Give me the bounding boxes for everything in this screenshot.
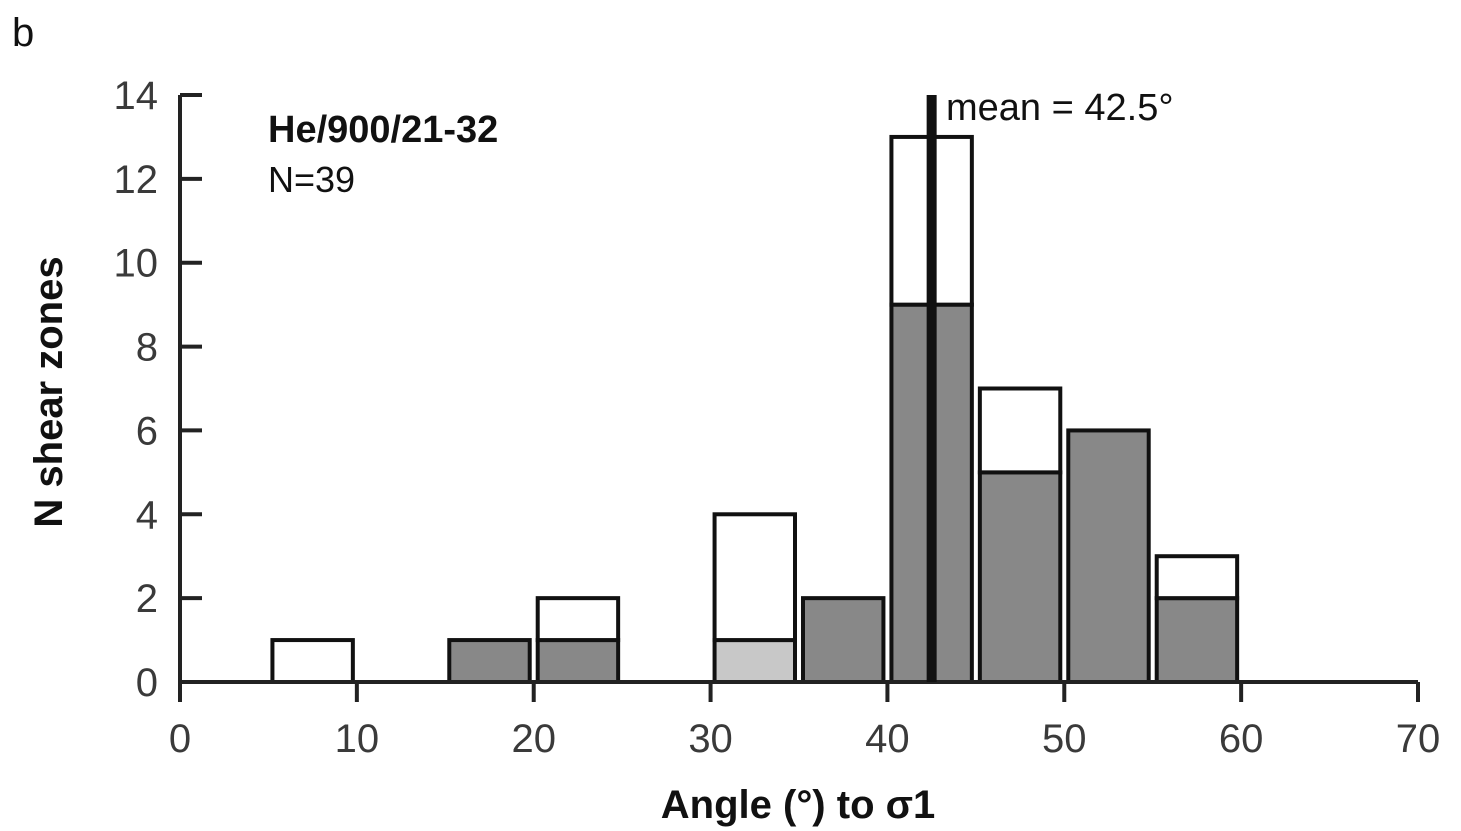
x-tick-label: 70	[1396, 717, 1441, 761]
histogram-bar-segment	[535, 596, 621, 643]
x-tick-label: 10	[335, 717, 380, 761]
histogram-bar-segment	[801, 596, 886, 685]
y-tick-label: 4	[136, 493, 158, 537]
histogram-bar-segment	[535, 638, 621, 684]
y-tick-label: 8	[136, 326, 158, 370]
x-tick-label: 20	[511, 717, 556, 761]
y-axis-ticks: 0 2 4 6 8 10 12 14	[114, 74, 202, 705]
histogram-bar-segment	[977, 470, 1063, 684]
x-tick-label: 0	[169, 717, 191, 761]
histogram-bar-segment	[1066, 428, 1151, 684]
histogram-bar-segment	[270, 638, 355, 684]
x-tick-label: 50	[1042, 717, 1087, 761]
mean-label: mean = 42.5°	[946, 87, 1174, 129]
y-tick-label: 14	[114, 74, 159, 118]
histogram-bar-segment	[1154, 554, 1240, 601]
y-tick-label: 6	[136, 409, 158, 453]
x-tick-label: 40	[865, 717, 910, 761]
y-axis-title: N shear zones	[27, 256, 71, 527]
panel-label: b	[12, 11, 34, 55]
x-tick-label: 30	[688, 717, 733, 761]
histogram-bar-segment	[1154, 596, 1240, 685]
sample-count-label: N=39	[268, 159, 355, 200]
x-axis-title: Angle (°) to σ1	[661, 783, 935, 827]
histogram-bar-segment	[447, 638, 532, 684]
histogram-bar-segment	[977, 386, 1063, 475]
x-axis-ticks: 0 10 20 30 40 50 60 70	[169, 682, 1440, 761]
histogram-bar-segment	[712, 638, 797, 684]
histogram-bar-segment	[712, 512, 797, 643]
y-tick-label: 12	[114, 158, 159, 202]
y-tick-label: 0	[136, 661, 158, 705]
y-tick-label: 10	[114, 242, 159, 286]
bars-layer	[270, 134, 1240, 685]
sample-label: He/900/21-32	[268, 109, 498, 151]
x-tick-label: 60	[1219, 717, 1264, 761]
y-tick-label: 2	[136, 577, 158, 621]
